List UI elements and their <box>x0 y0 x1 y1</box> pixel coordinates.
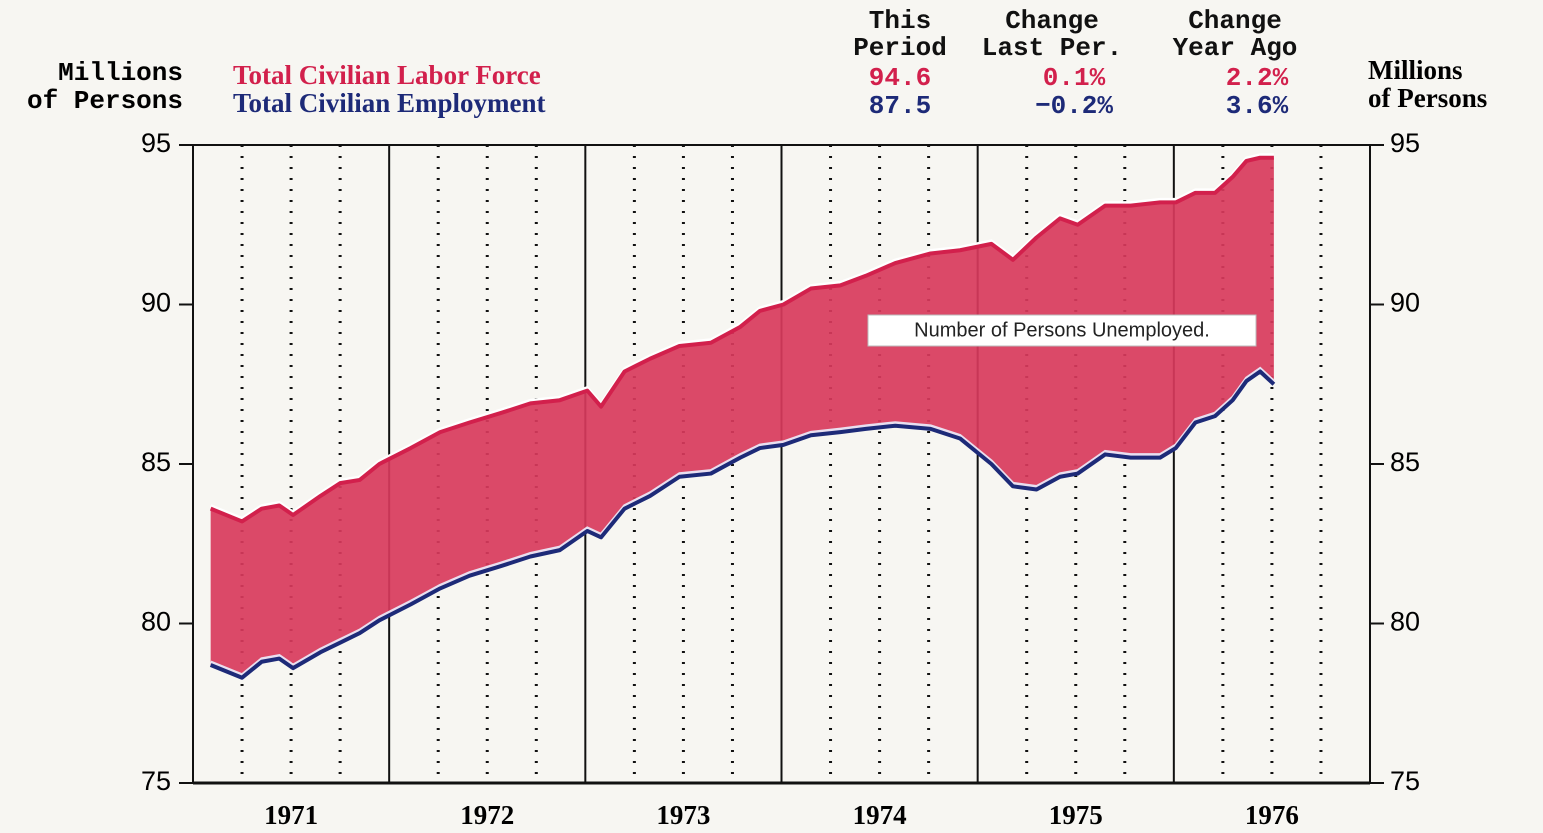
y-tick-label: 85 <box>141 447 171 477</box>
x-tick-label: 1976 <box>1245 800 1299 830</box>
x-tick-label: 1974 <box>853 800 907 830</box>
stat-value: 0.1% <box>1043 63 1106 93</box>
y2-tick-label: 90 <box>1390 288 1420 318</box>
stat-header: Period <box>853 33 947 63</box>
line-highlight <box>210 366 1275 677</box>
legend-label: Total Civilian Employment <box>233 88 546 118</box>
series-line <box>209 369 1276 680</box>
y-axis-label: of Persons <box>27 86 183 116</box>
y2-tick-label: 85 <box>1390 447 1420 477</box>
y-tick-label: 95 <box>141 128 171 158</box>
stat-value: −0.2% <box>1035 91 1113 121</box>
annotation: Number of Persons Unemployed. <box>914 319 1210 341</box>
y2-axis-label: Millions <box>1368 55 1463 85</box>
x-tick-label: 1972 <box>460 800 514 830</box>
stat-header: Change <box>1005 6 1099 36</box>
x-tick-label: 1973 <box>656 800 710 830</box>
y-tick-label: 80 <box>141 607 171 637</box>
stat-header: Change <box>1188 6 1282 36</box>
y-tick-label: 75 <box>141 766 171 796</box>
line-highlight <box>210 153 1274 521</box>
x-tick-label: 1975 <box>1049 800 1103 830</box>
unemployed-area <box>210 157 1274 678</box>
stat-value: 2.2% <box>1226 63 1289 93</box>
y-axis-label: Millions <box>58 58 183 88</box>
y2-tick-label: 95 <box>1390 128 1420 158</box>
series-line <box>209 155 1274 524</box>
annotation-box <box>867 314 1257 347</box>
legend-label: Total Civilian Labor Force <box>233 60 541 90</box>
y-tick-label: 90 <box>141 288 171 318</box>
y2-axis-label: of Persons <box>1368 83 1487 113</box>
y2-tick-label: 80 <box>1390 607 1420 637</box>
stat-header: This <box>869 6 931 36</box>
stat-value: 87.5 <box>869 91 931 121</box>
y2-tick-label: 75 <box>1390 766 1420 796</box>
stat-value: 3.6% <box>1226 91 1289 121</box>
stat-header: Last Per. <box>982 33 1122 63</box>
stat-value: 94.6 <box>869 63 931 93</box>
stat-header: Year Ago <box>1173 33 1298 63</box>
x-tick-label: 1971 <box>264 800 318 830</box>
